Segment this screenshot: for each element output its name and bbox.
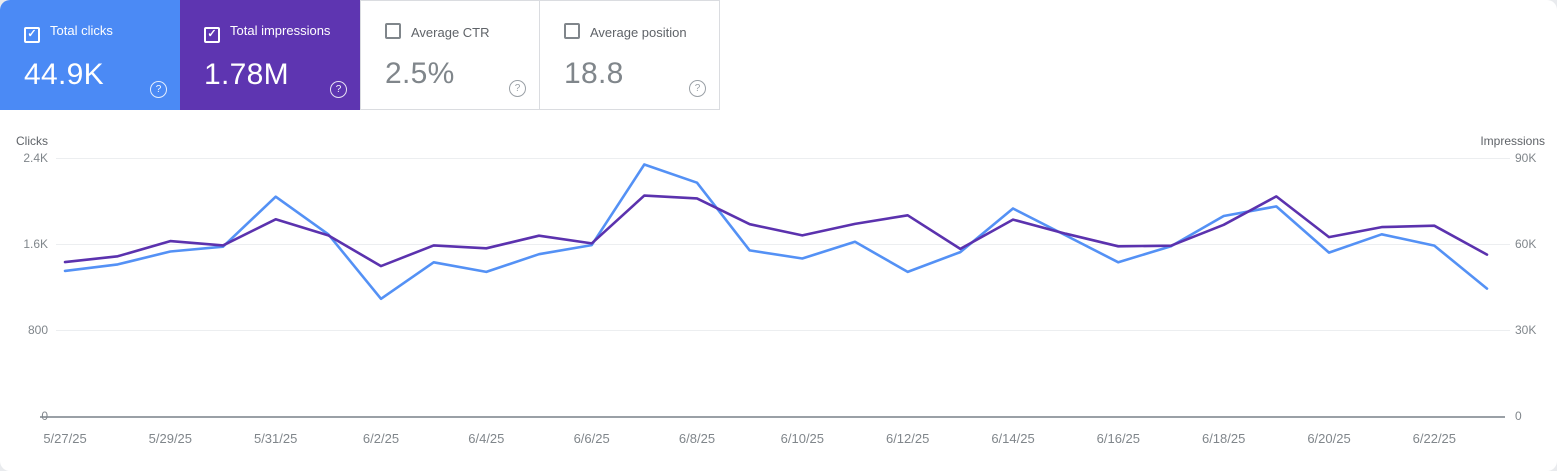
metric-card-value: 1.78M: [204, 57, 289, 91]
metric-card-average-ctr[interactable]: Average CTR 2.5%?: [360, 0, 540, 110]
x-axis-tick: 6/6/25: [573, 431, 610, 446]
metric-card-value: 2.5%: [385, 57, 455, 90]
checkbox-total-impressions[interactable]: ✓: [204, 26, 220, 43]
help-icon[interactable]: ?: [330, 81, 347, 98]
x-axis-tick: 6/12/25: [885, 431, 930, 446]
left-axis-tick: 0: [41, 409, 48, 423]
clicks-line: [63, 163, 1489, 301]
gridline: [56, 244, 1510, 245]
x-axis-tick: 6/8/25: [678, 431, 716, 446]
metric-card-label: Total clicks: [50, 23, 113, 38]
metric-card-label: Total impressions: [230, 23, 331, 38]
x-axis-tick: 5/27/25: [43, 431, 87, 446]
metric-card-average-position[interactable]: Average position 18.8?: [540, 0, 720, 110]
right-axis-tick: 30K: [1515, 323, 1537, 337]
right-axis-title: Impressions: [1480, 134, 1545, 148]
metric-card-total-impressions[interactable]: ✓ Total impressions 1.78M?: [180, 0, 360, 110]
x-axis-tick: 6/22/25: [1412, 431, 1457, 446]
metric-cards: ✓ Total clicks 44.9K? ✓ Total impressions 1.7…: [0, 0, 720, 110]
metric-card-value: 18.8: [564, 57, 624, 90]
gridline: [56, 158, 1510, 159]
right-axis-tick: 0: [1515, 409, 1522, 423]
x-axis-tick: 5/29/25: [148, 431, 193, 446]
x-axis-tick: 6/10/25: [780, 431, 825, 446]
right-axis-tick: 90K: [1515, 151, 1537, 165]
x-axis-tick: 5/31/25: [253, 431, 298, 446]
x-axis-tick: 6/16/25: [1096, 431, 1141, 446]
impressions-line: [63, 194, 1489, 268]
help-icon[interactable]: ?: [150, 81, 167, 98]
left-axis-tick: 2.4K: [23, 151, 48, 165]
x-axis-tick: 6/2/25: [362, 431, 400, 446]
x-axis-tick: 6/18/25: [1201, 431, 1246, 446]
left-axis-tick: 1.6K: [23, 237, 48, 251]
help-icon[interactable]: ?: [689, 80, 706, 97]
metric-card-total-clicks[interactable]: ✓ Total clicks 44.9K?: [0, 0, 180, 110]
left-axis-title: Clicks: [16, 134, 48, 148]
x-axis-tick: 6/20/25: [1307, 431, 1351, 446]
help-icon[interactable]: ?: [509, 80, 526, 97]
x-axis-line: [40, 416, 1505, 418]
metric-card-value: 44.9K: [24, 57, 104, 91]
x-axis-tick: 6/4/25: [468, 431, 505, 446]
checkbox-total-clicks[interactable]: ✓: [24, 26, 40, 43]
gridline: [56, 330, 1510, 331]
left-axis-tick: 800: [27, 323, 48, 337]
checkbox-average-position[interactable]: [564, 23, 580, 39]
checkbox-average-ctr[interactable]: [385, 23, 401, 39]
metric-card-label: Average position: [590, 25, 687, 40]
x-axis-tick: 6/14/25: [991, 431, 1035, 446]
metric-card-label: Average CTR: [411, 25, 490, 40]
right-axis-tick: 60K: [1515, 237, 1537, 251]
